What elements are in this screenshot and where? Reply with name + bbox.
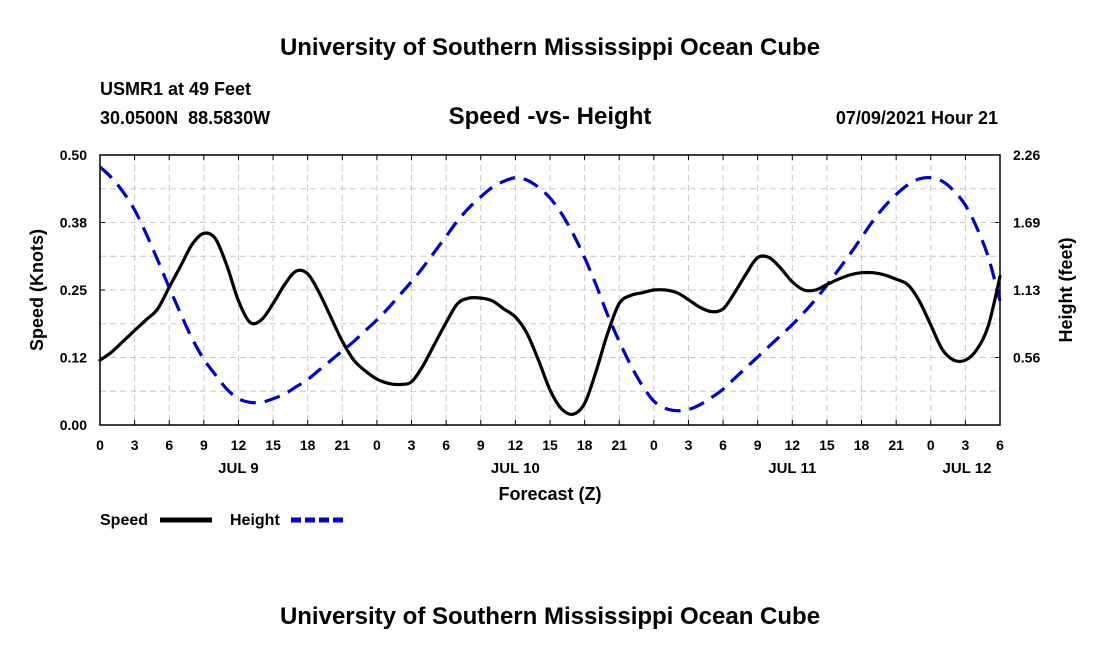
y-right-tick-label: 1.69: [1013, 215, 1040, 231]
x-tick-label: 0: [96, 437, 104, 453]
x-tick-label: 12: [508, 437, 524, 453]
x-tick-label: 12: [231, 437, 247, 453]
x-tick-label: 6: [442, 437, 450, 453]
legend-height-label: Height: [230, 512, 280, 529]
x-tick-label: 12: [785, 437, 801, 453]
x-day-label: JUL 9: [218, 460, 259, 477]
x-tick-label: 9: [200, 437, 208, 453]
series-line-height: [98, 165, 1002, 413]
x-tick-label: 3: [131, 437, 139, 453]
x-tick-label: 6: [719, 437, 727, 453]
y-left-tick-label: 0.38: [60, 215, 87, 231]
x-tick-label: 3: [961, 437, 969, 453]
axis-ticks: 0 3 6 9 12 15 18 21 0 3 6 9 12 15 18 21 0 3 6 9 12 15 18 21 0 3 6 0…: [60, 147, 1041, 477]
legend: Speed Height: [100, 512, 343, 529]
y-left-tick-label: 0.25: [60, 282, 87, 298]
y-right-tick-label: 0.56: [1013, 350, 1040, 366]
x-tick-label: 3: [408, 437, 416, 453]
y-right-tick-label: 1.13: [1013, 282, 1040, 298]
x-tick-label: 15: [542, 437, 558, 453]
x-tick-label: 21: [888, 437, 904, 453]
x-tick-label: 0: [650, 437, 658, 453]
x-tick-label: 15: [265, 437, 281, 453]
x-axis-label: Forecast (Z): [498, 484, 601, 504]
x-tick-label: 3: [685, 437, 693, 453]
x-tick-label: 0: [373, 437, 381, 453]
y-left-tick-label: 0.50: [60, 147, 87, 163]
series-group: [98, 165, 1002, 416]
x-day-label: JUL 12: [943, 460, 992, 477]
x-tick-label: 9: [477, 437, 485, 453]
x-day-label: JUL 10: [491, 460, 540, 477]
title-bottom: University of Southern Mississippi Ocean…: [280, 603, 820, 630]
x-tick-label: 15: [819, 437, 835, 453]
grid: [100, 155, 1000, 425]
legend-speed-label: Speed: [100, 512, 148, 529]
x-tick-label: 18: [854, 437, 870, 453]
plot-frame: [99, 154, 1001, 426]
x-tick-label: 18: [577, 437, 593, 453]
series-line-speed: [98, 231, 1002, 416]
y-right-tick-label: 2.26: [1013, 147, 1040, 163]
chart-title: Speed -vs- Height: [449, 103, 652, 130]
y-axis-label-left: Speed (Knots): [27, 229, 47, 351]
x-tick-label: 18: [300, 437, 316, 453]
forecast-datetime: 07/09/2021 Hour 21: [836, 108, 998, 128]
x-tick-label: 21: [611, 437, 627, 453]
x-day-label: JUL 11: [768, 460, 816, 477]
x-tick-label: 0: [927, 437, 935, 453]
x-tick-label: 6: [165, 437, 173, 453]
x-tick-label: 9: [754, 437, 762, 453]
x-tick-label: 21: [335, 437, 351, 453]
y-axis-label-right: Height (feet): [1056, 238, 1076, 343]
station-label: USMR1 at 49 Feet: [100, 79, 251, 99]
y-left-tick-label: 0.12: [60, 350, 87, 366]
x-tick-label: 6: [996, 437, 1004, 453]
y-left-tick-label: 0.00: [60, 417, 87, 433]
station-coordinates: 30.0500N 88.5830W: [100, 108, 270, 128]
title-top: University of Southern Mississippi Ocean…: [280, 34, 820, 61]
